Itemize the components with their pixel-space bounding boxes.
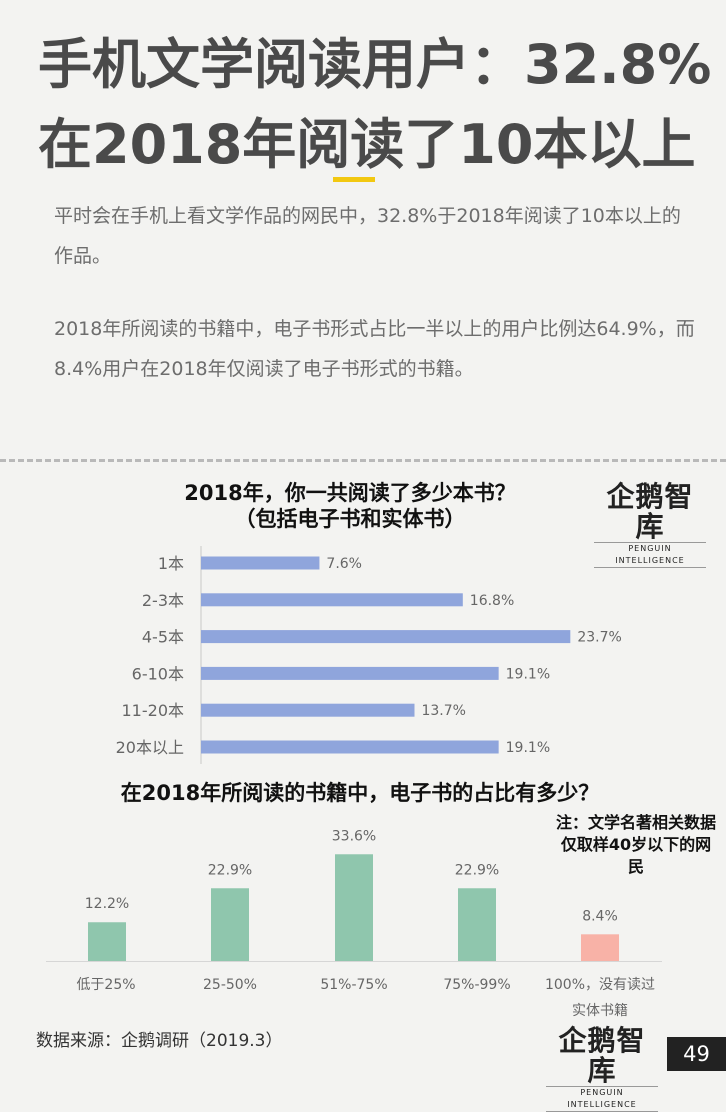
page-title-line-2: 在2018年阅读了10本以上 [38,113,696,176]
chart2-title: 在2018年所阅读的书籍中，电子书的占比有多少？ [120,781,600,805]
brand-logo-subtext: PENGUIN INTELLIGENCE [546,1086,658,1112]
intro-paragraph-2: 2018年所阅读的书籍中，电子书形式占比一半以上的用户比例达64.9%，而8.4… [54,318,695,380]
chart1-title-line-1: 2018年，你一共阅读了多少本书？ [184,481,516,505]
chart1-title-line-2: （包括电子书和实体书） [234,507,466,531]
chart1-value-label: 19.1% [506,666,550,682]
chart1-category-label: 4-5本 [142,628,184,647]
chart1-category-label: 6-10本 [132,664,184,683]
chart2-category-label: 75%-99% [443,977,510,993]
brand-logo-text: 企鹅智库 [558,1024,646,1087]
chart1-value-label: 7.6% [326,556,362,572]
chart1-value-label: 19.1% [506,740,550,756]
reading-count-bar-chart: 1本 7.6% 2-3本 16.8% 4-5本 23.7% 6-10本 19.1% 11-20本… [116,546,622,764]
chart2-category-label: 低于25% [76,977,135,993]
page-title-line-1: 手机文学阅读用户：32.8% [38,33,712,96]
chart1-value-label: 23.7% [577,630,621,646]
page-number: 49 [667,1037,726,1071]
chart1-bar [201,703,415,717]
chart1-category-label: 20本以上 [116,738,184,757]
chart2-value-label: 33.6% [332,828,376,844]
brand-logo-text: 企鹅智库 [606,480,694,543]
chart1-bar [201,556,320,570]
chart1-bar [201,593,463,607]
chart2-value-label: 12.2% [85,896,129,912]
chart2-category-label: 实体书籍 [572,1002,628,1019]
chart2-bar [211,888,249,961]
ebook-share-bar-chart: 12.2% 低于25% 22.9% 25-50% 33.6% 51%-75% 22.9% 75… [46,828,662,1019]
chart1-bar [201,630,571,644]
brand-logo-top: 企鹅智库 PENGUIN INTELLIGENCE [594,482,706,568]
chart2-category-label: 25-50% [203,977,257,993]
chart2-value-label: 22.9% [208,862,252,878]
chart2-category-label: 100%，没有读过 [545,976,655,993]
chart1-category-label: 2-3本 [142,591,184,610]
chart1-value-label: 13.7% [421,703,465,719]
chart1-bar [201,740,499,754]
intro-paragraph-1: 平时会在手机上看文学作品的网民中，32.8%于2018年阅读了10本以上的作品。 [54,205,681,267]
brand-logo-subtext: PENGUIN INTELLIGENCE [594,542,706,568]
sample-note: 注：文学名著相关数据仅取样40岁以下的网民 [556,813,717,876]
chart2-value-label: 8.4% [582,908,618,924]
chart1-category-label: 1本 [158,554,184,573]
chart2-bar [335,854,373,961]
data-source: 数据来源：企鹅调研（2019.3） [36,1031,283,1051]
chart2-value-label: 22.9% [455,862,499,878]
chart1-category-label: 11-20本 [122,701,185,720]
chart2-bar [88,922,126,961]
chart1-value-label: 16.8% [470,593,514,609]
chart2-category-label: 51%-75% [320,977,387,993]
brand-logo-bottom: 企鹅智库 PENGUIN INTELLIGENCE [546,1026,658,1112]
title-accent-bar [333,177,375,182]
chart2-bar [581,934,619,961]
chart1-bar [201,666,499,680]
chart2-bar [458,888,496,961]
section-divider [0,459,726,462]
